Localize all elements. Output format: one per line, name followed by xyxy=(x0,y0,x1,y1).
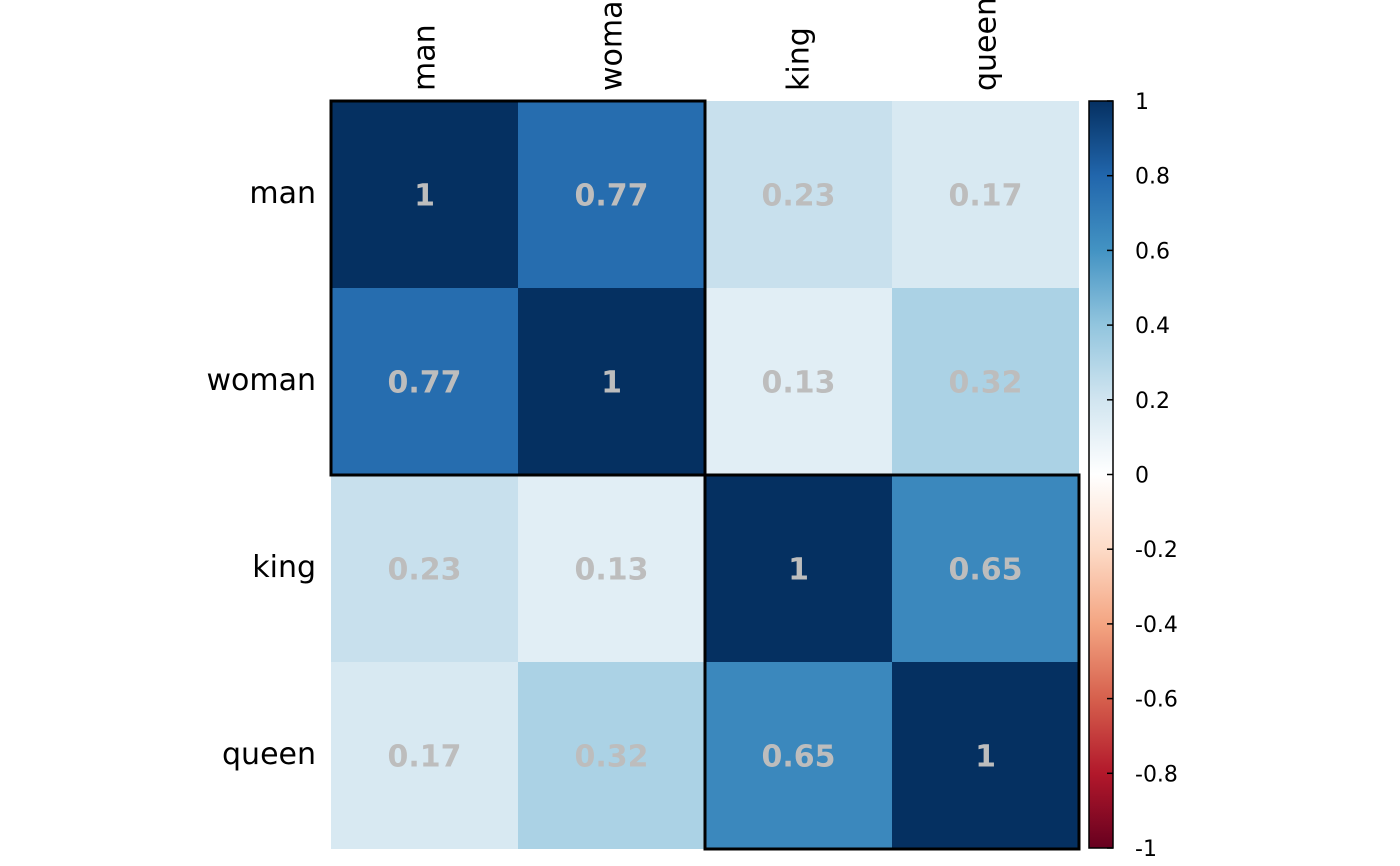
cell-value-label: 0.13 xyxy=(761,366,835,401)
cell-value-label: 0.23 xyxy=(387,553,461,588)
cluster-rectangles xyxy=(329,99,1081,851)
heatmap-cell xyxy=(331,288,518,475)
heatmap-cell xyxy=(892,475,1079,662)
cell-value-label: 1 xyxy=(975,740,996,775)
row-label: king xyxy=(252,550,316,585)
heatmap-cell xyxy=(518,475,705,662)
color-legend: 1 0.8 0.6 0.4 0.2 0 -0.2 -0.4 -0.6 -0.8 -1 xyxy=(1088,90,1178,862)
heatmap-cell xyxy=(518,101,705,288)
cell-value-label: 0.65 xyxy=(761,740,835,775)
heatmap-cell xyxy=(705,288,892,475)
heatmap-cell xyxy=(892,288,1079,475)
color-bar-tick-label: -1 xyxy=(1135,837,1157,862)
color-bar-tick-label: 0.4 xyxy=(1135,314,1170,339)
column-label: woman xyxy=(595,0,630,91)
cell-value-label: 0.32 xyxy=(948,366,1022,401)
cluster-rect xyxy=(329,99,707,477)
cell-value-label: 0.32 xyxy=(574,740,648,775)
cell-value-label: 0.77 xyxy=(387,366,461,401)
heatmap-cell xyxy=(892,662,1079,849)
color-bar-tick-label: -0.6 xyxy=(1135,688,1178,713)
heatmap-cell xyxy=(518,662,705,849)
color-bar-tick-label: 0.6 xyxy=(1135,239,1170,264)
column-label: man xyxy=(408,24,443,91)
cell-value-label: 0.65 xyxy=(948,553,1022,588)
color-bar-tick-label: -0.8 xyxy=(1135,762,1178,787)
heatmap-cell xyxy=(892,101,1079,288)
heatmap-cell xyxy=(705,662,892,849)
cell-value-label: 0.23 xyxy=(761,179,835,214)
heatmap-cell xyxy=(331,662,518,849)
heatmap-cell xyxy=(705,475,892,662)
column-label: king xyxy=(782,27,817,91)
cluster-rect xyxy=(703,473,1081,851)
cell-value-label: 0.77 xyxy=(574,179,648,214)
color-bar-tick-label: 1 xyxy=(1135,90,1149,115)
row-label: queen xyxy=(222,737,316,772)
row-label: woman xyxy=(206,363,316,398)
row-labels: man woman king queen xyxy=(206,176,316,772)
cell-value-label: 1 xyxy=(601,366,622,401)
column-labels: man woman king queen xyxy=(408,0,1004,91)
heatmap-cell xyxy=(705,101,892,288)
cell-value-label: 0.13 xyxy=(574,553,648,588)
color-bar-tick-label: 0 xyxy=(1135,464,1149,489)
heatmap-cell xyxy=(331,101,518,288)
color-bar-tick-label: 0.2 xyxy=(1135,389,1170,414)
heatmap-cell xyxy=(331,475,518,662)
heatmap-cell xyxy=(518,288,705,475)
heatmap-cell-labels: 1 0.77 0.23 0.17 0.77 1 0.13 0.32 0.23 0.13 1 0.65 0… xyxy=(387,179,1022,775)
heatmap-cells xyxy=(331,101,1079,849)
color-bar-tick-label: -0.4 xyxy=(1135,613,1178,638)
cell-value-label: 0.17 xyxy=(387,740,461,775)
cell-value-label: 0.17 xyxy=(948,179,1022,214)
color-bar-tick-label: -0.2 xyxy=(1135,538,1178,563)
cell-value-label: 1 xyxy=(788,553,809,588)
cell-value-label: 1 xyxy=(414,179,435,214)
row-label: man xyxy=(249,176,316,211)
column-label: queen xyxy=(969,0,1004,91)
color-bar-tick-label: 0.8 xyxy=(1135,165,1170,190)
